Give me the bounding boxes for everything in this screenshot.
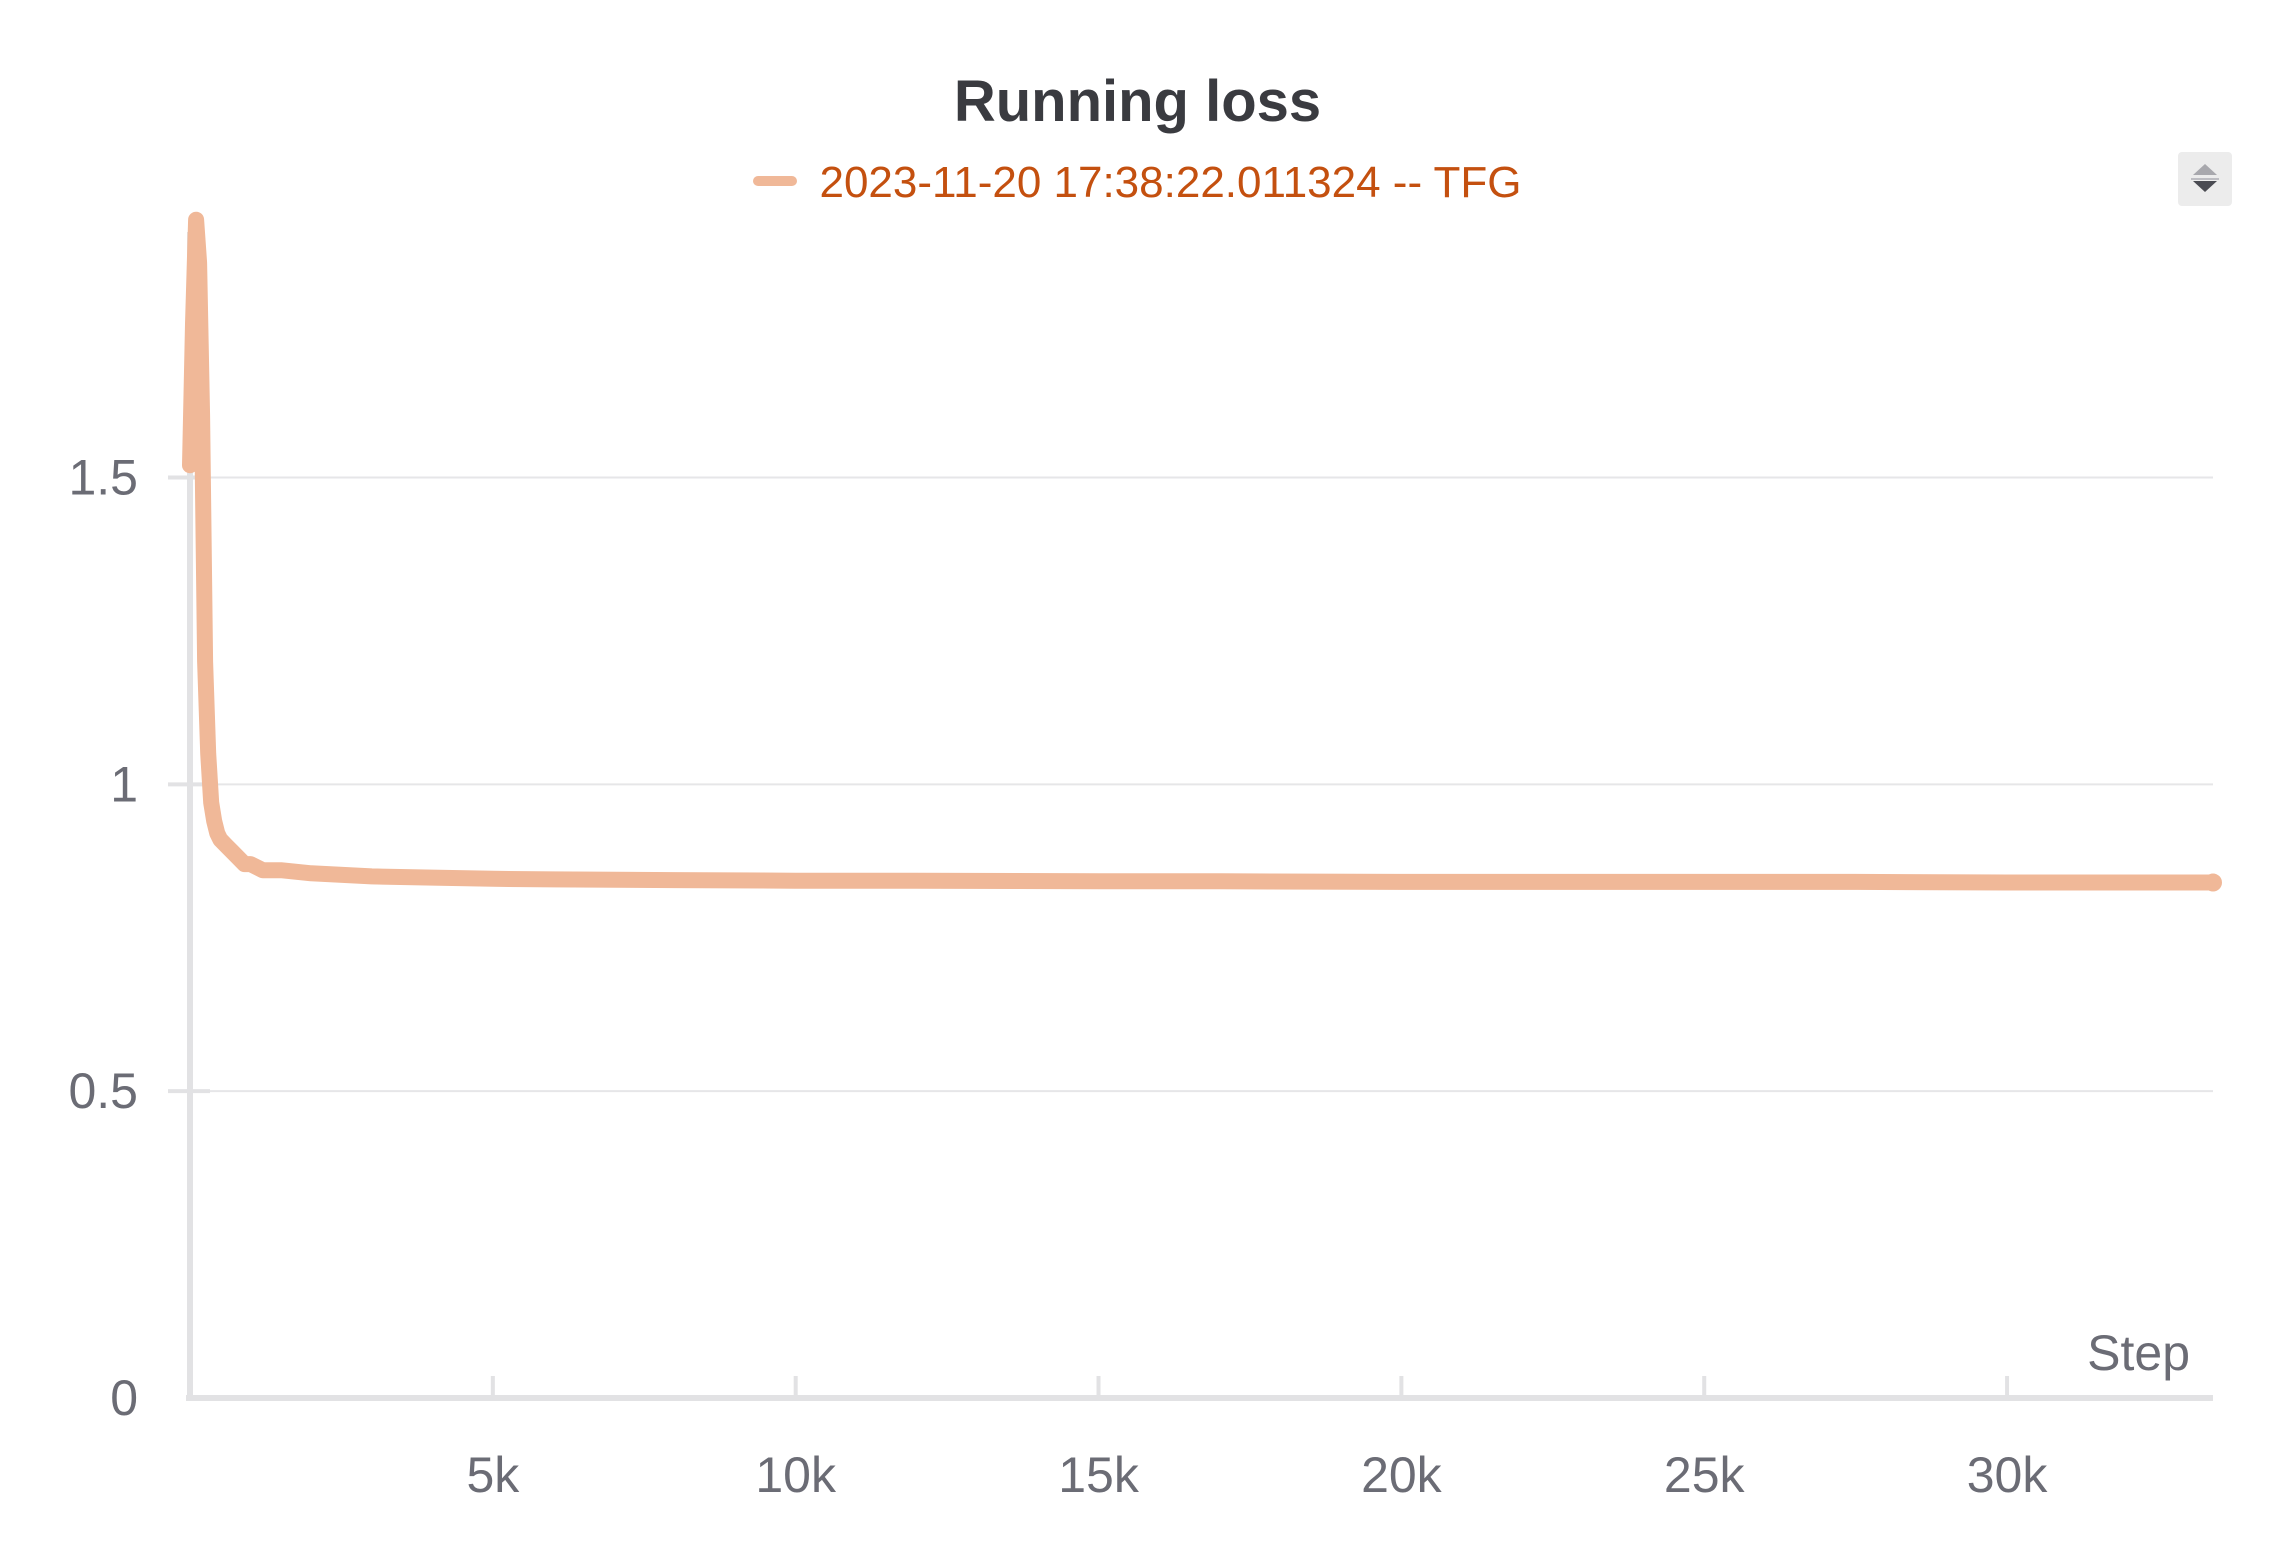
chart-title: Running loss [953,69,1322,134]
axes [186,232,2213,1401]
y-tick-label: 1 [110,756,138,812]
x-tick-label: 25k [1664,1447,1746,1503]
series [182,211,2222,892]
ticks: 0 0.5 1 1.5 5k 10k 15k 20k 25k 30k [68,449,2048,1503]
x-axis-label: Step [2087,1325,2190,1381]
legend-label: 2023-11-20 17:38:22.011324 -- TFG [819,158,1522,207]
sort-down-icon [2193,181,2217,192]
series-line [182,211,2221,891]
sort-up-icon [2193,164,2217,175]
x-tick-label: 30k [1967,1447,2049,1503]
legend-swatch [753,176,798,187]
x-tick-label: 15k [1058,1447,1140,1503]
y-tick-label: 0.5 [68,1063,138,1119]
y-tick-label: 1.5 [68,449,138,505]
series-end-point [2204,873,2222,892]
y-tick-label: 0 [110,1370,138,1426]
x-tick-label: 5k [466,1447,520,1503]
legend: 2023-11-20 17:38:22.011324 -- TFG [0,158,2275,208]
sort-arrows-button[interactable] [2178,152,2232,206]
x-tick-label: 10k [755,1447,837,1503]
gridlines [190,476,2213,1093]
x-tick-label: 20k [1361,1447,1443,1503]
